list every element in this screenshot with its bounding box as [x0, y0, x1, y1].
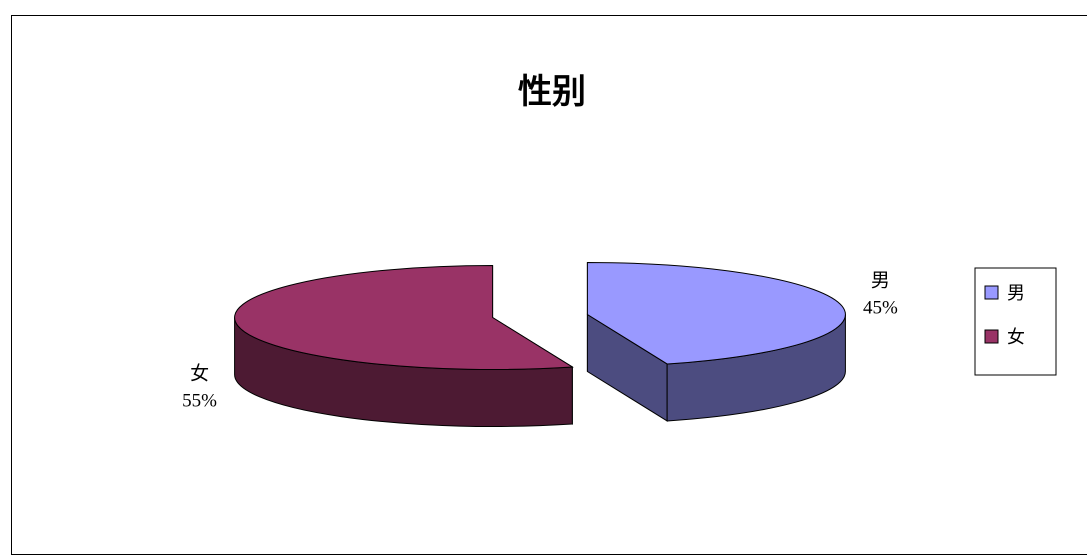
legend-entry-label: 女: [1007, 327, 1025, 348]
legend-swatch: [984, 285, 999, 300]
legend-swatch: [984, 329, 999, 344]
legend-box: [974, 267, 1057, 376]
legend: 男女: [974, 267, 1057, 376]
pie-slice: [234, 265, 574, 428]
slice-0-category-label: 男: [871, 270, 890, 291]
legend-entry-label: 男: [1007, 283, 1025, 304]
pie-slices: [234, 261, 846, 428]
pie-slice: [586, 261, 846, 422]
slice-0-percent-label: 45%: [863, 297, 898, 318]
slice-0-top: [586, 261, 846, 365]
data-labels: 男 45% 女 55%: [182, 270, 898, 411]
pie-chart: 性别 男45%女55% 男女: [182, 72, 1057, 428]
chart-area: 性别 男 45% 女 55% 男女: [11, 15, 1087, 555]
slice-1-category-label: 女: [190, 363, 209, 385]
slice-1-percent-label: 55%: [182, 391, 217, 412]
slice-1-top: [234, 265, 574, 371]
chart-title: 性别: [518, 72, 586, 112]
